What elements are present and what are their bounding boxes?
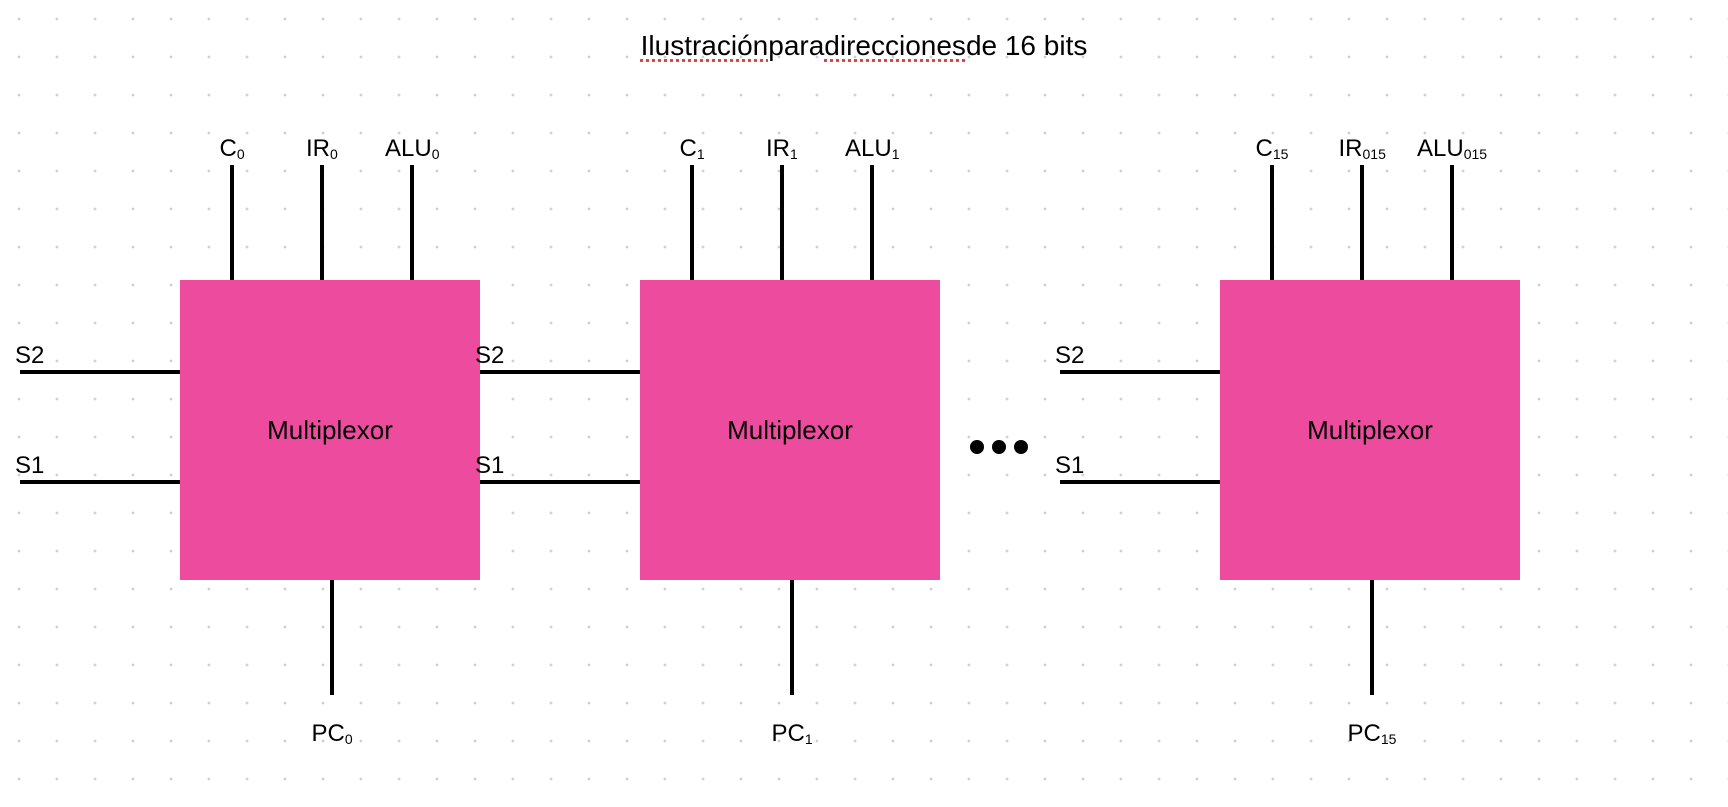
mux-box: Multiplexor — [1220, 280, 1520, 580]
mux-box: Multiplexor — [640, 280, 940, 580]
input-label: IR015 — [1339, 135, 1386, 163]
input-wire — [1360, 165, 1364, 280]
input-wire — [320, 165, 324, 280]
input-label: C1 — [680, 135, 705, 163]
output-wire — [330, 580, 334, 695]
select-wire — [480, 370, 640, 374]
output-wire — [1370, 580, 1374, 695]
select-label: S2 — [475, 342, 504, 370]
input-label: C0 — [220, 135, 245, 163]
select-label: S1 — [475, 452, 504, 480]
input-label: IR0 — [306, 135, 338, 163]
input-wire — [870, 165, 874, 280]
select-label: S1 — [1055, 452, 1084, 480]
ellipsis-dots — [970, 440, 1028, 454]
output-label: PC0 — [312, 720, 353, 748]
input-wire — [780, 165, 784, 280]
input-wire — [410, 165, 414, 280]
output-label: PC1 — [772, 720, 813, 748]
select-label: S1 — [15, 452, 44, 480]
select-label: S2 — [15, 342, 44, 370]
output-label: PC15 — [1348, 720, 1397, 748]
select-wire — [20, 480, 180, 484]
select-label: S2 — [1055, 342, 1084, 370]
input-label: ALU0 — [385, 135, 439, 163]
diagram-canvas: Ilustración para direcciones de 16 bits … — [0, 0, 1728, 807]
output-wire — [790, 580, 794, 695]
input-label: ALU015 — [1417, 135, 1487, 163]
input-wire — [230, 165, 234, 280]
ellipsis-dot — [970, 440, 984, 454]
mux-unit: MultiplexorC15IR015ALU015S2S1PC15 — [1060, 0, 1560, 807]
mux-unit: MultiplexorC1IR1ALU1S2S1PC1 — [480, 0, 980, 807]
input-label: IR1 — [766, 135, 798, 163]
ellipsis-dot — [992, 440, 1006, 454]
mux-box: Multiplexor — [180, 280, 480, 580]
select-wire — [1060, 370, 1220, 374]
ellipsis-dot — [1014, 440, 1028, 454]
input-label: ALU1 — [845, 135, 899, 163]
input-wire — [1450, 165, 1454, 280]
select-wire — [1060, 480, 1220, 484]
mux-unit: Multiplexor C0 IR0 ALU0 S2 S1 PC0 — [20, 0, 520, 807]
input-wire — [1270, 165, 1274, 280]
select-wire — [480, 480, 640, 484]
select-wire — [20, 370, 180, 374]
input-label: C15 — [1256, 135, 1289, 163]
input-wire — [690, 165, 694, 280]
